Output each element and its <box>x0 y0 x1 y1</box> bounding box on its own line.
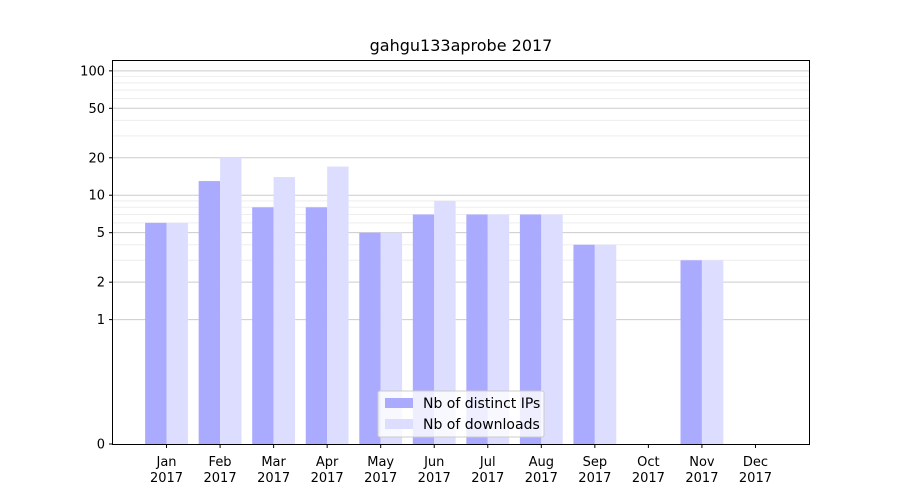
bar-distinct-ips-nov <box>680 260 702 444</box>
y-tick-label: 50 <box>88 102 105 117</box>
y-tick-label: 1 <box>97 313 105 328</box>
x-tick-label-oct: Oct 2017 <box>632 455 665 486</box>
x-tick-label-feb: Feb 2017 <box>204 455 237 486</box>
bar-distinct-ips-jun <box>412 214 435 444</box>
bar-downloads-mar <box>273 177 296 444</box>
bar-downloads-apr <box>327 166 349 444</box>
bar-distinct-ips-apr <box>305 207 328 444</box>
bar-downloads-nov <box>701 260 724 444</box>
x-tick-label-mar: Mar 2017 <box>257 455 290 486</box>
bar-distinct-ips-may <box>359 232 381 444</box>
x-tick-label-jun: Jun 2017 <box>418 455 451 486</box>
x-tick-label-jan: Jan 2017 <box>150 455 183 486</box>
y-tick-label: 2 <box>97 276 105 291</box>
bar-downloads-feb <box>220 157 242 444</box>
y-tick-label: 20 <box>88 151 105 166</box>
legend-frame <box>377 390 545 438</box>
bar-downloads-jun <box>434 200 456 444</box>
chart-title: gahgu133aprobe 2017 <box>370 36 553 55</box>
plot-frame <box>112 60 810 445</box>
bar-distinct-ips-sep <box>573 244 595 444</box>
bar-downloads-sep <box>594 244 617 444</box>
y-tick-label: 100 <box>80 64 105 79</box>
x-axis-ticks: Jan 2017 Feb 2017 Mar 2017 Apr 2017 May 2017 Jun 20… <box>150 444 772 486</box>
y-tick-label: 0 <box>97 438 105 453</box>
x-tick-label-jul: Jul 2017 <box>471 455 504 486</box>
legend: Nb of distinct IPs Nb of downloads <box>377 390 545 438</box>
bar-distinct-ips-mar <box>252 207 274 444</box>
legend-label-distinct-ips: Nb of distinct IPs <box>423 396 540 412</box>
x-tick-label-dec: Dec 2017 <box>739 455 772 486</box>
legend-swatch-distinct-ips <box>385 398 413 408</box>
bar-downloads-jan <box>166 222 188 444</box>
x-tick-label-may: May 2017 <box>364 455 397 486</box>
y-tick-label: 5 <box>97 226 105 241</box>
x-tick-label-apr: Apr 2017 <box>311 455 344 486</box>
y-axis-ticks: 0 1 2 5 10 20 50 100 <box>80 64 113 453</box>
bar-distinct-ips-jul <box>466 214 488 444</box>
legend-swatch-downloads <box>385 419 413 429</box>
x-tick-label-sep: Sep 2017 <box>578 455 611 486</box>
x-tick-label-aug: Aug 2017 <box>525 455 558 486</box>
bar-distinct-ips-feb <box>198 181 221 444</box>
legend-label-downloads: Nb of downloads <box>423 417 540 433</box>
bar-downloads-aug <box>541 214 563 444</box>
bar-distinct-ips-aug <box>519 214 542 444</box>
bars <box>145 157 724 444</box>
bar-downloads-jul <box>487 214 510 444</box>
y-tick-label: 10 <box>88 189 105 204</box>
bar-distinct-ips-jan <box>145 222 167 444</box>
x-tick-label-nov: Nov 2017 <box>685 455 718 486</box>
